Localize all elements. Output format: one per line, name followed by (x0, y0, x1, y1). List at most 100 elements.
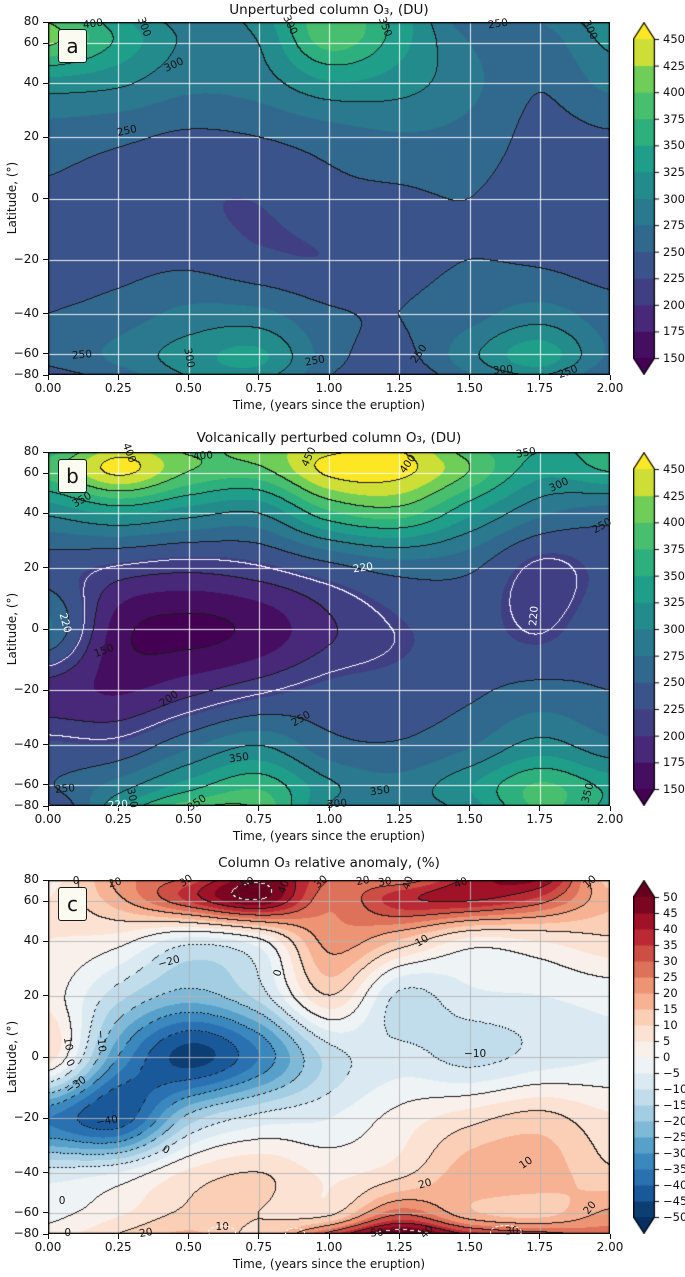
colorbar-tick-label: 375 (663, 542, 685, 556)
colorbar-tick-label: −40 (663, 1178, 685, 1192)
panel-a-contour-plot (48, 22, 610, 375)
panel-c-title: Column O₃ relative anomaly, (%) (218, 855, 440, 871)
colorbar-tick-label: 35 (663, 938, 678, 952)
x-tick-label: 1.00 (315, 381, 343, 395)
y-tick-label: 0 (31, 190, 39, 205)
x-tick-label: 1.25 (385, 812, 413, 826)
x-tick-mark (609, 375, 611, 380)
x-tick-label: 1.75 (526, 381, 554, 395)
y-tick-label: −80 (13, 798, 39, 812)
colorbar-tick-label: 425 (663, 488, 685, 503)
x-tick-label: 1.25 (385, 1240, 413, 1254)
colorbar-tick-label: 300 (663, 191, 685, 206)
y-tick-label: −60 (13, 345, 39, 360)
y-tick-mark (43, 353, 48, 355)
x-tick-label: 0.50 (175, 812, 202, 826)
x-tick-label: 1.75 (526, 812, 554, 826)
y-tick-label: 80 (23, 444, 39, 458)
y-tick-mark (43, 1056, 48, 1058)
y-tick-label: −80 (13, 1226, 39, 1240)
x-tick-mark (539, 806, 541, 811)
colorbar-tick-label: 225 (663, 271, 685, 286)
y-tick-mark (43, 1233, 48, 1235)
colorbar-tick-label: 45 (663, 906, 678, 920)
colorbar-tick-label: −20 (663, 1114, 685, 1128)
x-tick-mark (469, 375, 470, 380)
x-tick-label: 1.50 (456, 1240, 483, 1254)
y-tick-mark (43, 472, 48, 474)
colorbar-tick-label: −45 (663, 1194, 685, 1208)
x-tick-mark (258, 806, 260, 811)
x-tick-label: 0.00 (34, 381, 62, 395)
y-tick-mark (43, 82, 48, 84)
y-tick-mark (43, 1117, 48, 1119)
x-tick-label: 0.00 (34, 812, 62, 826)
colorbar-tick-label: 40 (663, 922, 678, 936)
y-tick-label: 40 (23, 933, 39, 948)
y-tick-label: −20 (13, 251, 39, 266)
colorbar-tick-label: 20 (663, 986, 678, 1000)
x-tick-label: 0.75 (245, 1240, 273, 1254)
x-tick-label: 2.00 (596, 1240, 624, 1254)
y-tick-label: 0 (31, 621, 39, 635)
panel-c-xlabel: Time, (years since the eruption) (232, 1257, 426, 1271)
x-tick-mark (47, 806, 49, 811)
y-tick-mark (43, 744, 48, 746)
y-tick-mark (43, 313, 48, 315)
y-tick-label: 40 (23, 505, 39, 520)
colorbar-tick-label: 5 (663, 1034, 671, 1048)
colorbar-tick-label: 250 (663, 244, 685, 259)
x-tick-mark (188, 1234, 189, 1239)
y-tick-mark (43, 451, 48, 453)
colorbar-tick-label: 200 (663, 297, 685, 312)
colorbar-tick-label: 0 (663, 1050, 671, 1064)
x-tick-label: 2.00 (596, 381, 624, 395)
x-tick-mark (117, 806, 119, 811)
x-tick-mark (328, 1234, 330, 1239)
y-tick-mark (43, 805, 48, 807)
x-tick-mark (609, 1234, 611, 1239)
x-tick-label: 0.00 (34, 1240, 62, 1254)
colorbar-tick-label: 450 (663, 462, 685, 476)
x-tick-mark (539, 375, 541, 380)
colorbar-tick-label: 150 (663, 782, 685, 796)
colorbar-tick-label: 25 (663, 970, 678, 984)
x-tick-label: 0.50 (175, 1240, 202, 1254)
panel-a-label: a (58, 29, 87, 63)
colorbar-tick-label: −35 (663, 1162, 685, 1176)
x-tick-mark (117, 1234, 119, 1239)
x-tick-mark (117, 375, 119, 380)
x-tick-mark (188, 806, 189, 811)
y-tick-label: 20 (23, 559, 39, 574)
x-tick-label: 1.00 (315, 1240, 343, 1254)
y-tick-mark (43, 21, 48, 23)
colorbar-tick-label: 250 (663, 675, 685, 690)
x-tick-mark (47, 375, 49, 380)
x-tick-label: 1.00 (315, 812, 343, 826)
colorbar-tick-label: 425 (663, 58, 685, 73)
colorbar-tick-label: 400 (663, 85, 685, 100)
y-tick-label: −20 (13, 1110, 39, 1125)
y-tick-mark (43, 42, 48, 44)
y-tick-label: 20 (23, 987, 39, 1002)
colorbar-tick-label: 325 (663, 595, 685, 610)
panel-b-contour-plot (48, 452, 610, 806)
colorbar-tick-label: 200 (663, 728, 685, 743)
y-tick-label: 60 (23, 465, 39, 480)
colorbar-tick-label: 375 (663, 111, 685, 126)
x-tick-mark (47, 1234, 49, 1239)
y-tick-label: 20 (23, 129, 39, 144)
panel-a-xlabel: Time, (years since the eruption) (232, 398, 426, 412)
colorbar-tick-label: 15 (663, 1002, 678, 1016)
y-tick-label: 60 (23, 35, 39, 50)
y-tick-label: 80 (23, 14, 39, 28)
y-tick-mark (43, 900, 48, 902)
x-tick-label: 1.50 (456, 812, 483, 826)
y-tick-label: 40 (23, 75, 39, 90)
colorbar-tick-label: 350 (663, 568, 685, 583)
panel-b-label: b (58, 459, 87, 493)
x-tick-label: 0.25 (104, 812, 132, 826)
colorbar-tick-label: 150 (663, 351, 685, 365)
y-tick-mark (43, 374, 48, 376)
panel-a-colorbar (633, 22, 663, 375)
